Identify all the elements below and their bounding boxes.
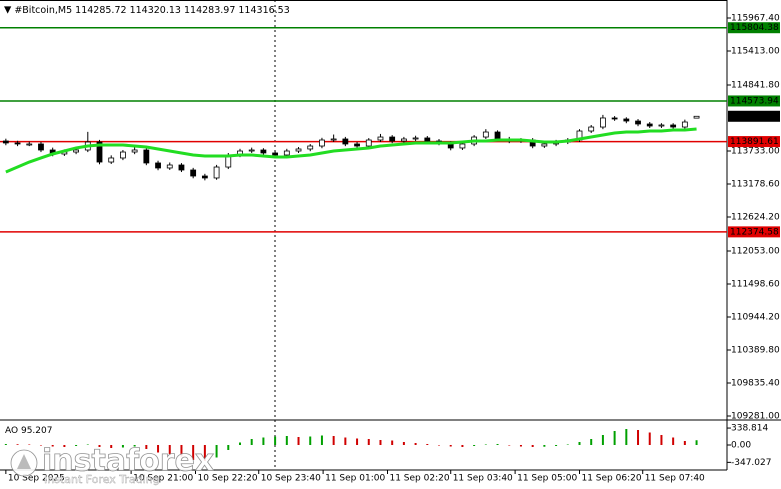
y-tick-label: 113178.60 — [731, 180, 780, 190]
price-label: 114316.53 — [730, 112, 779, 122]
header-low: 114283.97 — [184, 5, 235, 16]
candle-body — [131, 149, 138, 153]
candle-body — [38, 143, 44, 151]
candle-body — [307, 145, 314, 150]
candle-body — [623, 118, 630, 122]
y-tick-label: 112624.20 — [731, 213, 780, 223]
level-label: 112374.58 — [730, 227, 779, 237]
candle-body — [26, 143, 33, 146]
candle-body — [459, 143, 466, 149]
x-tick-label: 10 Sep 22:20 — [198, 474, 258, 484]
level-label-box — [728, 95, 780, 107]
candle-body — [319, 139, 325, 147]
candle-body — [412, 137, 419, 140]
candle-body — [482, 131, 489, 138]
candle-body — [260, 149, 267, 154]
y-tick-label: 113733.00 — [731, 147, 780, 157]
candle-body — [400, 138, 407, 142]
candle-body — [166, 164, 173, 169]
indicator-name: AO — [5, 426, 18, 436]
header-open: 114285.72 — [75, 5, 126, 16]
candle-body — [365, 139, 372, 147]
level-label: 115804.38 — [730, 23, 779, 33]
candle-body — [120, 151, 126, 159]
level-label: 113891.61 — [730, 137, 779, 147]
candle-body — [272, 152, 279, 156]
candle-body — [108, 157, 115, 163]
candle-body — [213, 166, 220, 179]
level-label-box — [728, 136, 780, 148]
candle-body — [389, 136, 396, 142]
candle-body — [658, 124, 665, 127]
x-tick-label: 11 Sep 05:00 — [517, 474, 577, 484]
x-tick-label: 11 Sep 01:00 — [325, 474, 385, 484]
indicator-value: 95.207 — [21, 426, 53, 436]
x-tick-label: 10 Sep 2025 — [8, 474, 65, 484]
candle-body — [681, 121, 688, 128]
candle-body — [190, 169, 197, 177]
level-label-box — [728, 226, 780, 238]
price-label-box — [728, 110, 780, 122]
y-tick-label: 110944.20 — [731, 313, 780, 323]
moving-average — [5, 127, 697, 174]
watermark-tagline: Instant Forex Trading — [44, 473, 160, 486]
x-tick-label: 11 Sep 07:40 — [645, 474, 705, 484]
candle-body — [14, 142, 21, 145]
watermark-icon-mark — [17, 454, 31, 469]
y-tick-label: 111498.60 — [731, 280, 780, 290]
level-label: 114573.94 — [730, 96, 779, 106]
header-high: 114320.13 — [130, 5, 181, 16]
ao-tick-label: 338.814 — [731, 424, 768, 434]
candle-body — [143, 149, 150, 164]
candle-body — [600, 117, 606, 128]
x-tick-label: 11 Sep 03:40 — [453, 474, 513, 484]
candle-body — [283, 150, 290, 156]
candle-body — [494, 131, 501, 140]
candle-body — [588, 126, 595, 132]
ao-tick-label: -347.027 — [731, 458, 771, 468]
candle-body — [201, 175, 208, 179]
candle-body — [2, 140, 9, 144]
watermark: instaforex Instant Forex Trading — [10, 443, 215, 486]
candle-body — [377, 136, 384, 141]
candle-body — [330, 138, 337, 141]
y-tick-label: 115413.00 — [731, 47, 780, 57]
candle-body — [248, 149, 255, 152]
x-tick-label: 10 Sep 21:00 — [133, 474, 193, 484]
candle-body — [96, 141, 103, 163]
x-tick-label: 10 Sep 23:40 — [261, 474, 321, 484]
candle-body — [693, 115, 700, 119]
candle-body — [155, 162, 161, 169]
candle-body — [424, 137, 431, 142]
watermark-brand: instaforex — [42, 444, 214, 479]
candle-body — [342, 138, 349, 145]
candle-body — [178, 164, 185, 171]
candle-body — [611, 117, 618, 120]
candle-body — [354, 143, 360, 147]
y-tick-label: 110389.80 — [731, 346, 780, 356]
candle-body — [635, 120, 641, 125]
candle-body — [670, 124, 677, 128]
y-tick-label: 109835.40 — [731, 379, 780, 389]
y-tick-label: 109281.00 — [731, 412, 780, 422]
ao-tick-label: 0.00 — [731, 441, 751, 451]
symbol: #Bitcoin,M5 — [14, 5, 72, 16]
candle-body — [295, 148, 302, 152]
y-tick-label: 112053.00 — [731, 247, 780, 257]
x-tick-label: 11 Sep 06:20 — [581, 474, 641, 484]
header-close: 114316.53 — [238, 5, 289, 16]
candle-body — [73, 149, 79, 153]
x-tick-label: 11 Sep 02:20 — [389, 474, 449, 484]
y-tick-label: 115967.40 — [731, 14, 780, 24]
indicator-label: AO 95.207 — [5, 426, 52, 436]
header: ▼ #Bitcoin,M5 114285.72 114320.13 114283… — [4, 5, 290, 16]
candle-body — [646, 123, 653, 127]
level-label-box — [728, 22, 780, 34]
y-tick-label: 114841.80 — [731, 81, 780, 91]
candle-body — [541, 143, 548, 147]
